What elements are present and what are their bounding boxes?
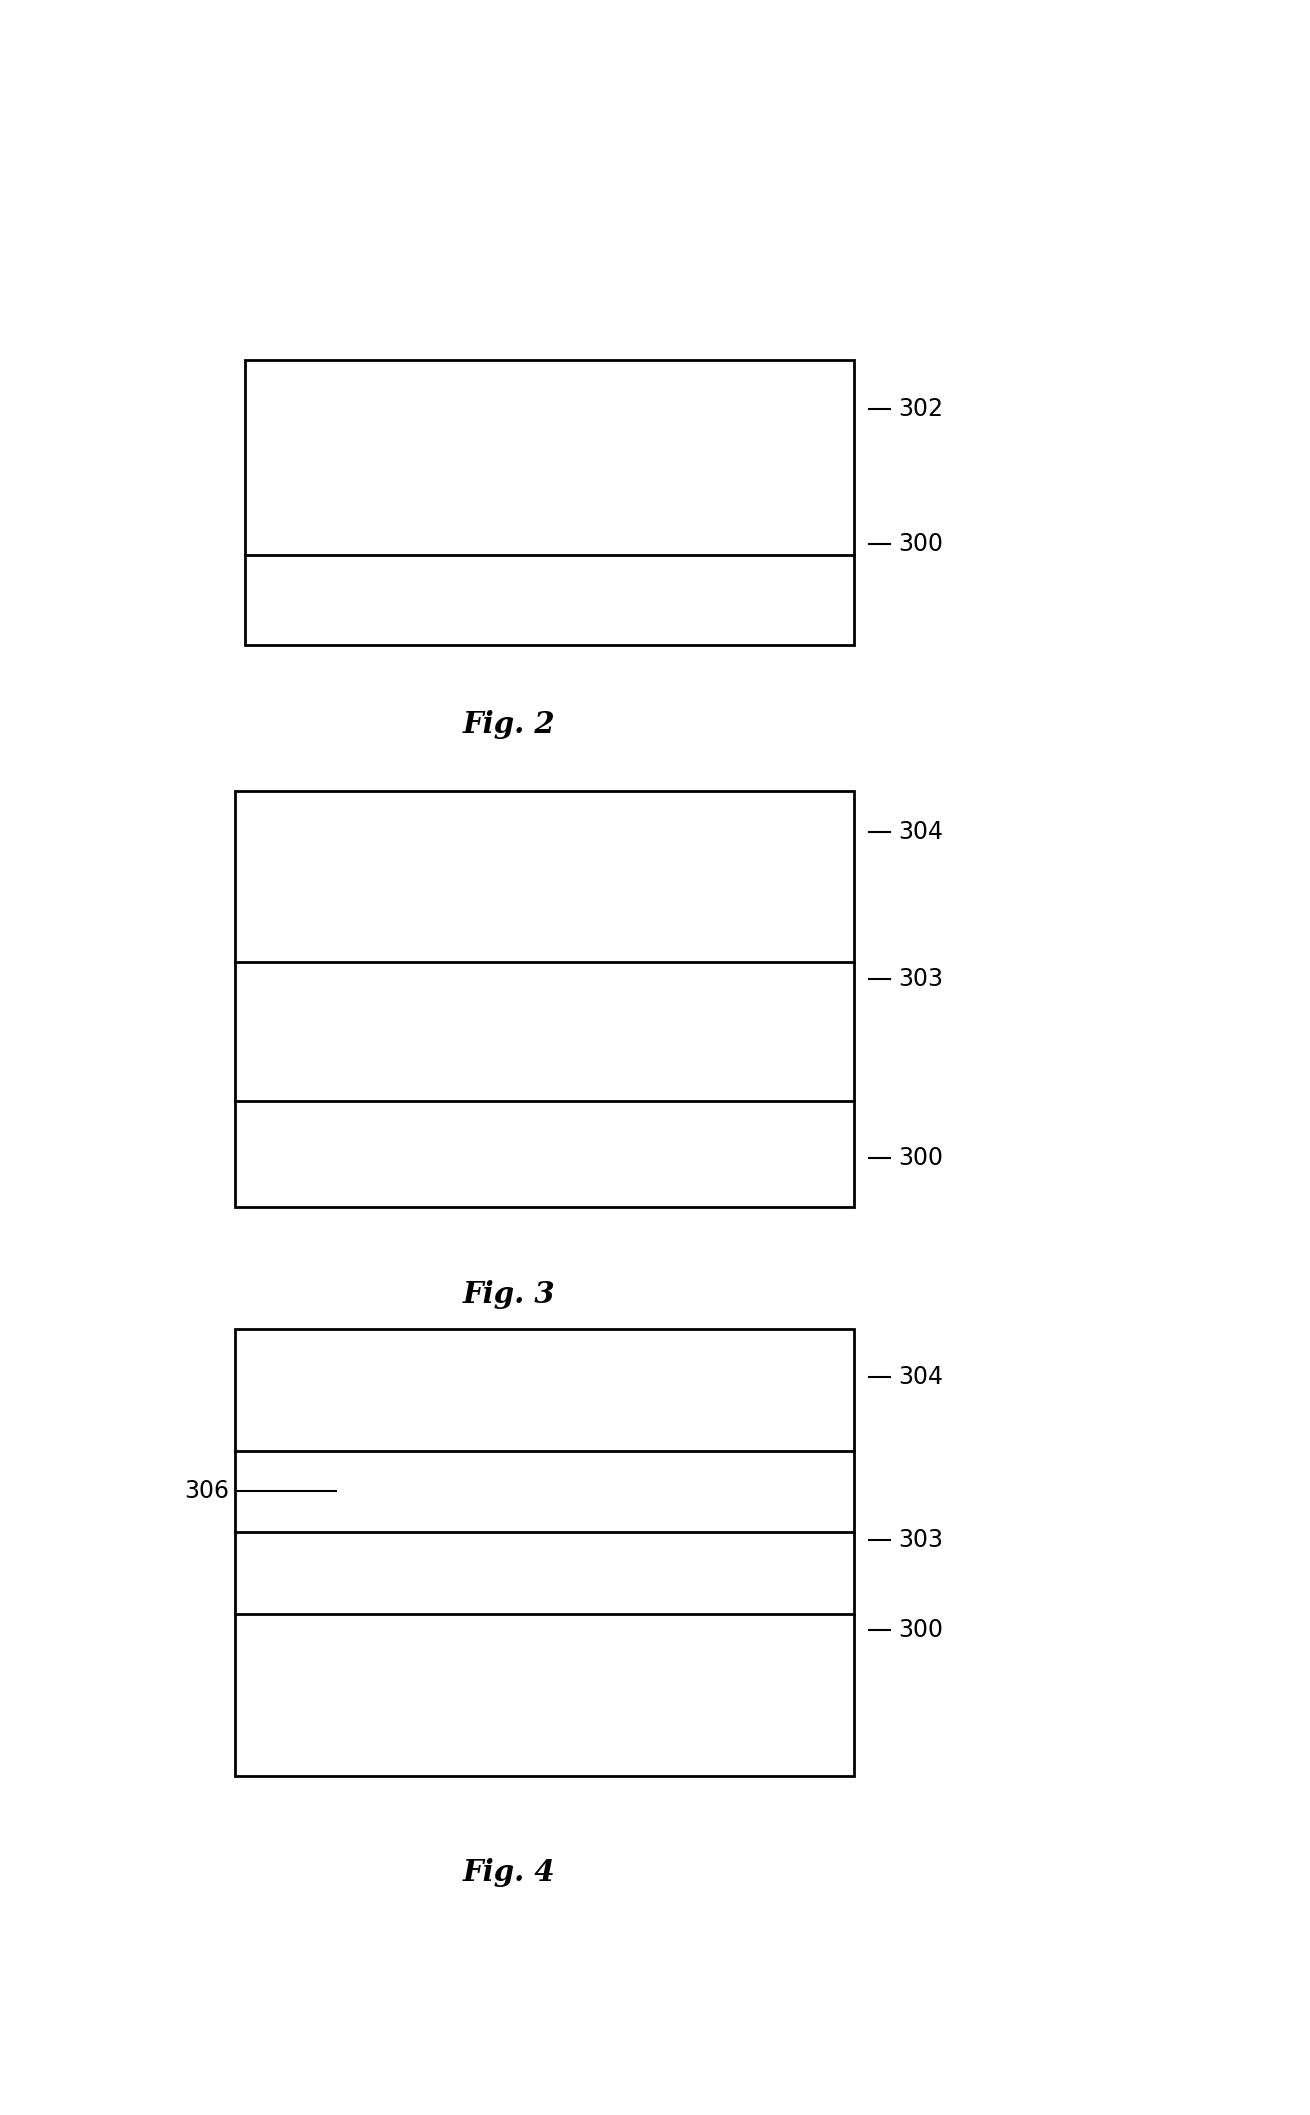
Text: Fig. 4: Fig. 4 bbox=[462, 1857, 555, 1887]
Text: 303: 303 bbox=[897, 967, 943, 990]
Text: 304: 304 bbox=[897, 821, 943, 844]
Text: 300: 300 bbox=[897, 1618, 943, 1641]
Text: Fig. 2: Fig. 2 bbox=[462, 711, 555, 738]
Text: 303: 303 bbox=[897, 1529, 943, 1552]
Text: 306: 306 bbox=[185, 1480, 229, 1504]
FancyBboxPatch shape bbox=[245, 360, 854, 645]
Text: 304: 304 bbox=[897, 1366, 943, 1390]
Text: Fig. 3: Fig. 3 bbox=[462, 1280, 555, 1309]
Text: 300: 300 bbox=[897, 1146, 943, 1170]
Text: 302: 302 bbox=[897, 396, 943, 421]
FancyBboxPatch shape bbox=[234, 1328, 854, 1777]
Text: 300: 300 bbox=[897, 531, 943, 556]
FancyBboxPatch shape bbox=[234, 791, 854, 1206]
